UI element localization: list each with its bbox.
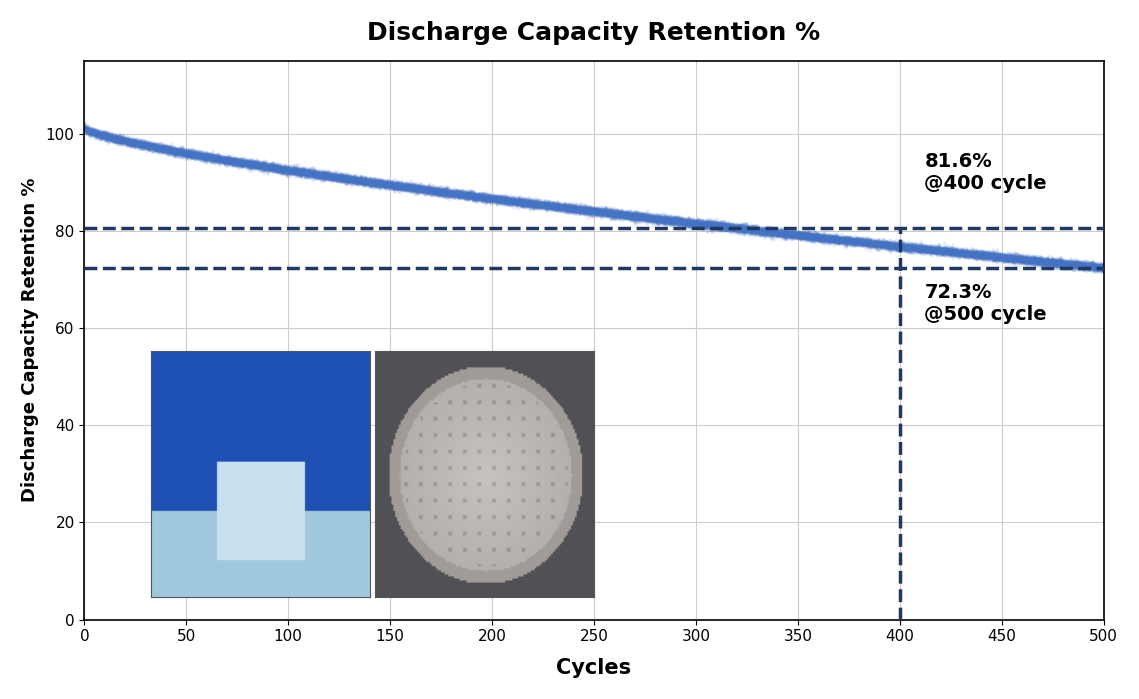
Y-axis label: Discharge Capacity Retention %: Discharge Capacity Retention % xyxy=(21,178,39,503)
Text: 81.6%
@400 cycle: 81.6% @400 cycle xyxy=(925,152,1047,193)
Title: Discharge Capacity Retention %: Discharge Capacity Retention % xyxy=(368,21,820,45)
X-axis label: Cycles: Cycles xyxy=(557,658,632,678)
Text: 72.3%
@500 cycle: 72.3% @500 cycle xyxy=(925,283,1047,324)
